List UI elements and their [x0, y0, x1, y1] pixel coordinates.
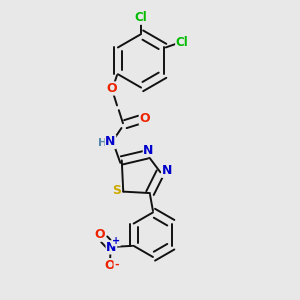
- Text: N: N: [162, 164, 172, 177]
- Text: N: N: [106, 241, 117, 254]
- Text: O: O: [106, 82, 117, 95]
- Text: N: N: [143, 143, 154, 157]
- Text: -: -: [114, 260, 119, 270]
- Text: N: N: [105, 136, 116, 148]
- Text: O: O: [105, 259, 115, 272]
- Text: O: O: [94, 228, 105, 241]
- Text: Cl: Cl: [176, 36, 188, 49]
- Text: S: S: [112, 184, 121, 196]
- Text: Cl: Cl: [135, 11, 148, 24]
- Text: +: +: [112, 236, 120, 246]
- Text: O: O: [140, 112, 150, 125]
- Text: H: H: [98, 138, 107, 148]
